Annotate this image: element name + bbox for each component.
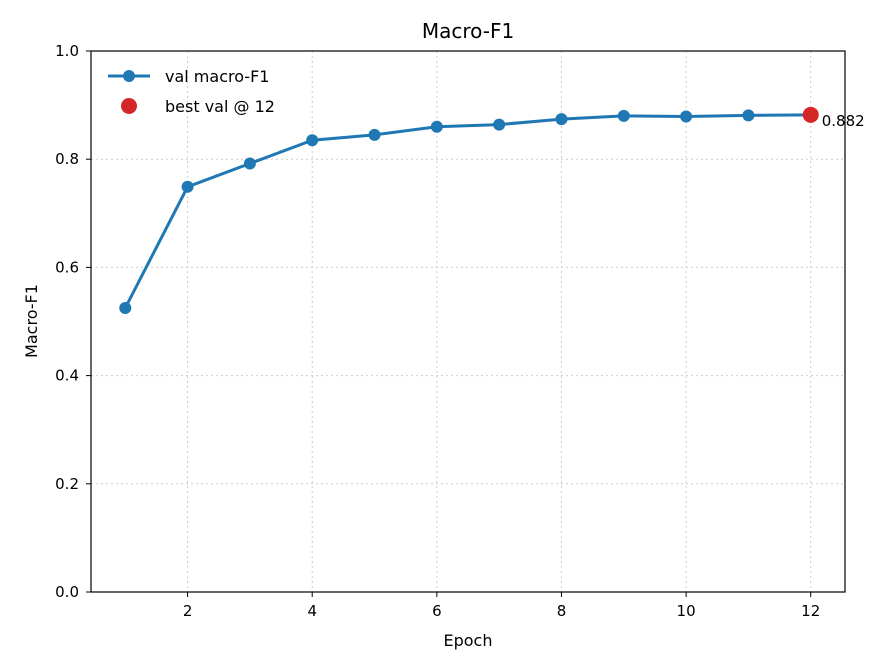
- data-point: [119, 301, 132, 314]
- data-point: [306, 134, 319, 147]
- data-point: [555, 113, 568, 126]
- y-axis-label: Macro-F1: [22, 284, 41, 358]
- y-tick-label: 0.0: [55, 583, 79, 601]
- plot-frame: [90, 50, 846, 593]
- data-point: [493, 118, 506, 131]
- x-tick-label: 2: [183, 602, 193, 620]
- series-layer: 0.882: [119, 106, 865, 314]
- y-tick-label: 0.8: [55, 150, 79, 168]
- data-point: [368, 128, 381, 141]
- y-tick-label: 0.2: [55, 475, 79, 493]
- best-value-annotation: 0.882: [822, 112, 865, 130]
- legend-marker-swatch: [123, 70, 135, 82]
- series-line: [123, 113, 811, 309]
- data-point: [742, 109, 755, 122]
- x-axis-label: Epoch: [444, 631, 493, 650]
- x-tick-label: 6: [432, 602, 442, 620]
- x-tick-label: 12: [801, 602, 820, 620]
- x-tick-label: 10: [677, 602, 696, 620]
- x-tick-label: 4: [307, 602, 317, 620]
- data-point: [181, 180, 194, 193]
- y-tick-label: 0.4: [55, 367, 79, 385]
- best-point-marker: [802, 106, 819, 123]
- legend-label-series: val macro-F1: [165, 67, 269, 86]
- data-point: [680, 110, 693, 123]
- data-point: [617, 109, 630, 122]
- y-tick-label: 0.6: [55, 258, 79, 276]
- data-point: [430, 120, 443, 133]
- chart-title: Macro-F1: [422, 19, 514, 43]
- data-point: [243, 157, 256, 170]
- axis-ticks: 2 4 6 8 10 12 0.0 0.2 0.4 0.6 0.8 1.0: [55, 42, 820, 620]
- y-tick-label: 1.0: [55, 42, 79, 60]
- legend-label-best: best val @ 12: [165, 97, 275, 116]
- legend-best-swatch: [121, 98, 137, 114]
- legend: val macro-F1 best val @ 12: [108, 67, 275, 116]
- x-tick-label: 8: [557, 602, 567, 620]
